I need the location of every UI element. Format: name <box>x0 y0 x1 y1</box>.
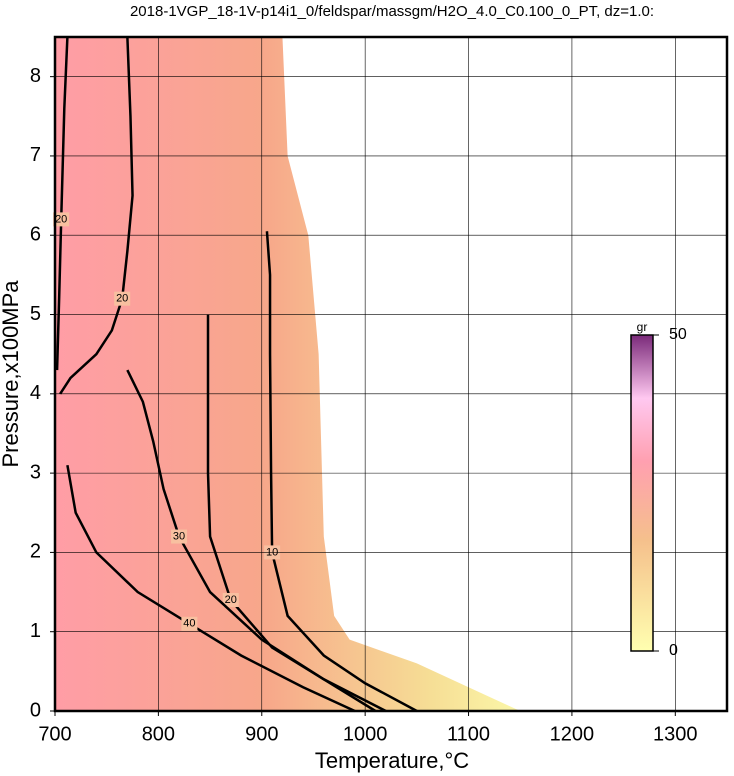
y-tick-label: 7 <box>30 144 41 166</box>
x-tick-label: 1200 <box>550 723 595 745</box>
contour-label: 20 <box>225 594 237 606</box>
colorbar-tick-label: 0 <box>669 642 678 659</box>
y-tick-label: 6 <box>30 224 41 246</box>
contour-line <box>66 464 356 713</box>
x-axis-label: Temperature,°C <box>315 748 469 773</box>
y-tick-label: 8 <box>30 65 41 87</box>
contour-label-bg <box>114 291 131 306</box>
contour-label: 20 <box>116 293 128 305</box>
colorbar <box>630 334 654 652</box>
colorbar-tick-label: 50 <box>669 326 687 343</box>
contour-label-bg <box>222 592 239 607</box>
contour-label-bg <box>53 212 70 227</box>
y-tick-label: 0 <box>30 699 41 721</box>
x-tick-label: 1300 <box>653 723 698 745</box>
y-tick-label: 1 <box>30 620 41 642</box>
data-field <box>55 37 521 711</box>
x-tick-label: 800 <box>142 723 175 745</box>
x-tick-label: 1000 <box>343 723 388 745</box>
x-tick-label: 700 <box>38 723 71 745</box>
y-tick-label: 4 <box>30 382 41 404</box>
contour-label-bg <box>181 616 198 631</box>
contour-label: 40 <box>183 618 195 630</box>
y-axis-label: Pressure,x100MPa <box>0 280 23 468</box>
contour-label-bg <box>171 529 188 544</box>
plot-frame <box>53 35 729 713</box>
x-tick-label: 900 <box>245 723 278 745</box>
y-tick-label: 3 <box>30 461 41 483</box>
contour-label: 30 <box>173 530 185 542</box>
y-tick-label: 5 <box>30 303 41 325</box>
x-tick-label: 1100 <box>447 723 490 745</box>
chart-title: 2018-1VGP_18-1V-p14i1_0/feldspar/massgm/… <box>130 3 654 20</box>
y-tick-label: 2 <box>30 541 41 563</box>
colorbar-label: gr <box>637 320 648 334</box>
contour-label: 20 <box>55 213 67 225</box>
